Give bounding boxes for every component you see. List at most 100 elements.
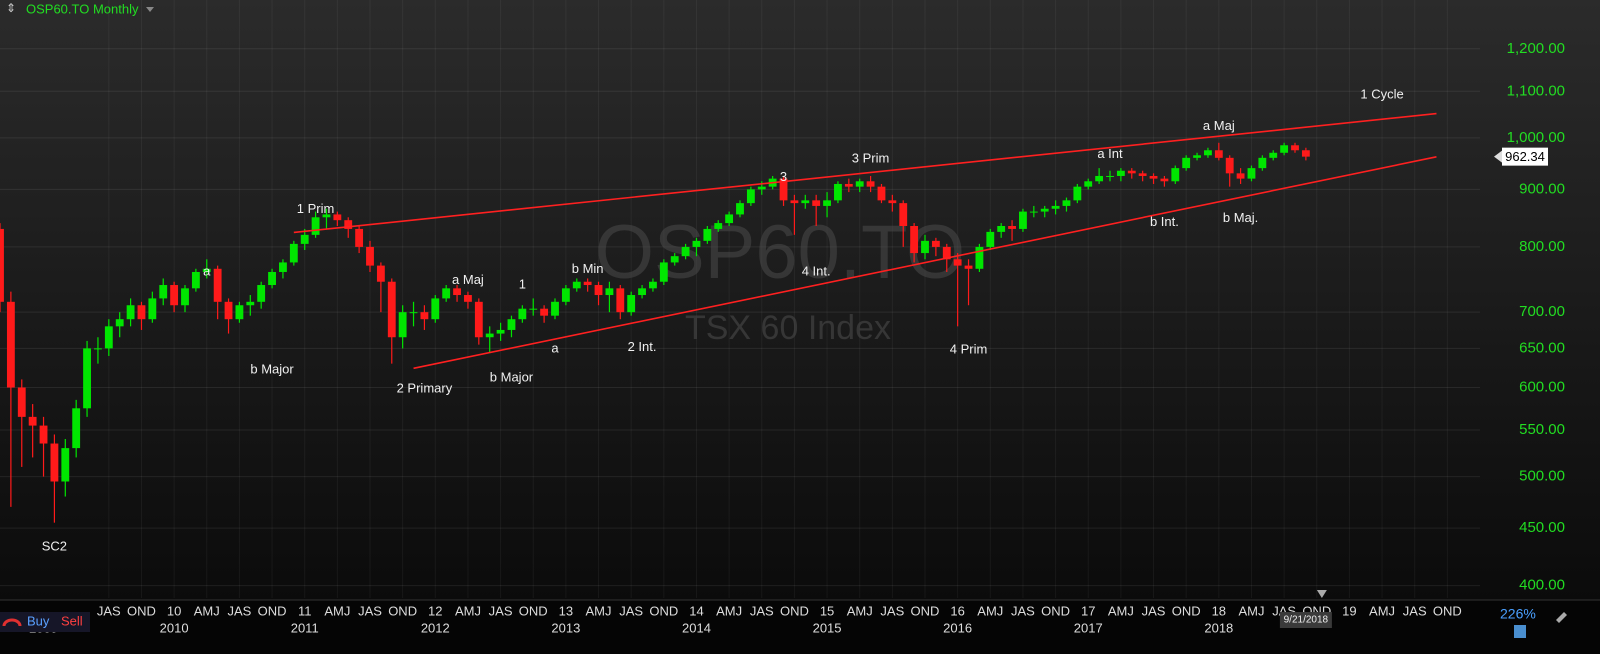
symbol-icon[interactable]: ⇕ — [6, 1, 16, 15]
candle-body — [115, 319, 124, 327]
annotation: b Major — [250, 361, 294, 376]
candle-body — [877, 186, 886, 201]
candle-body — [344, 220, 353, 229]
annotation: b Min — [572, 261, 604, 276]
candle-body — [387, 281, 396, 338]
candle-body — [431, 298, 440, 320]
x-tick-label: OND — [911, 603, 940, 618]
candle-body — [1029, 211, 1038, 213]
x-tick-label: AMJ — [1238, 603, 1264, 618]
candle-body — [72, 408, 81, 449]
candle-body — [659, 262, 668, 282]
edit-icon[interactable] — [1556, 612, 1567, 623]
candle-body — [235, 305, 244, 320]
x-year-label: 2010 — [160, 620, 189, 635]
candle-body — [474, 301, 483, 338]
x-tick-label: AMJ — [847, 603, 873, 618]
x-tick-label: JAS — [1403, 603, 1427, 618]
x-tick-label: AMJ — [977, 603, 1003, 618]
marks — [0, 112, 1437, 523]
log-toggle[interactable] — [1514, 625, 1526, 638]
annotation: 1 Prim — [297, 201, 335, 216]
last-date-label: 9/21/2018 — [1284, 615, 1329, 626]
x-tick-label: 19 — [1342, 603, 1356, 618]
candle-body — [942, 246, 951, 260]
candle-body — [366, 246, 374, 266]
candle-body — [670, 256, 679, 263]
candle-body — [246, 301, 255, 306]
annotation: 4 Int. — [802, 263, 831, 278]
title-dropdown[interactable] — [146, 7, 154, 12]
candle-body — [1084, 181, 1093, 187]
candle-body — [594, 285, 603, 296]
watermark-subtitle: TSX 60 Index — [685, 309, 891, 347]
trade-buttons — [0, 612, 90, 632]
candle-body — [1258, 157, 1267, 169]
candle-body — [1291, 145, 1299, 151]
candle-body — [442, 288, 451, 299]
candle-body — [507, 319, 516, 330]
annotation: SC2 — [42, 538, 67, 553]
candle-body — [28, 416, 37, 426]
zoom-label[interactable]: 226% — [1500, 606, 1536, 622]
y-tick-label: 1,000.00 — [1507, 129, 1565, 146]
candle-body — [322, 214, 331, 218]
buy-button[interactable]: Buy — [27, 613, 50, 628]
candle-body — [746, 189, 755, 204]
candle-body — [714, 223, 723, 229]
x-year-label: 2014 — [682, 620, 711, 635]
candle-body — [181, 288, 189, 306]
annotation: 1 — [519, 276, 526, 291]
candle-body — [485, 333, 494, 338]
y-tick-label: 800.00 — [1519, 238, 1565, 255]
candle-body — [540, 308, 549, 316]
x-tick-label: JAS — [750, 603, 774, 618]
y-tick-label: 900.00 — [1519, 180, 1565, 197]
grid — [0, 0, 1480, 598]
candle-body — [1182, 157, 1191, 169]
x-tick-label: JAS — [489, 603, 513, 618]
candle-body — [94, 348, 102, 350]
axis-strip — [0, 600, 1600, 654]
candle-body — [790, 200, 799, 204]
last-price-pointer — [1494, 150, 1502, 163]
y-tick-label: 650.00 — [1519, 339, 1565, 356]
candle-body — [921, 240, 929, 254]
candle-body — [137, 305, 146, 320]
x-tick-label: AMJ — [324, 603, 350, 618]
candle-body — [279, 262, 287, 272]
y-tick-label: 450.00 — [1519, 519, 1565, 536]
candle-body — [1095, 175, 1104, 182]
candle-body — [1149, 175, 1158, 179]
chart-title[interactable]: OSP60.TO Monthly — [26, 1, 139, 16]
candle-body — [986, 231, 995, 247]
annotation: a Int — [1097, 146, 1123, 161]
x-tick-label: JAS — [1011, 603, 1035, 618]
annotation: 1 Cycle — [1360, 86, 1403, 101]
candle-body — [692, 240, 701, 247]
candle-body — [703, 228, 712, 241]
x-tick-label: 11 — [298, 603, 312, 618]
x-tick-label: 13 — [559, 603, 573, 618]
trendline — [413, 156, 1437, 370]
x-tick-label: 15 — [820, 603, 834, 618]
sell-button[interactable]: Sell — [61, 613, 83, 628]
candle-body — [376, 265, 385, 282]
candle-body — [50, 443, 59, 482]
candle-body — [1051, 205, 1060, 209]
last-price-box — [1502, 147, 1548, 166]
x-tick-label: OND — [1172, 603, 1201, 618]
candle-body — [627, 295, 636, 313]
candle-body — [148, 298, 157, 320]
y-tick-label: 1,200.00 — [1507, 40, 1565, 57]
candle-body — [1138, 173, 1147, 176]
candle-body — [61, 448, 70, 482]
last-date-pointer — [1316, 590, 1327, 598]
x-year-label: 2016 — [943, 620, 972, 635]
annotation: a — [551, 341, 559, 356]
annotation: 3 Prim — [852, 150, 890, 165]
x-year-label: 2012 — [421, 620, 450, 635]
candle-body — [311, 217, 320, 235]
candle-body — [801, 200, 810, 204]
last-price-label: 962.34 — [1505, 149, 1545, 164]
